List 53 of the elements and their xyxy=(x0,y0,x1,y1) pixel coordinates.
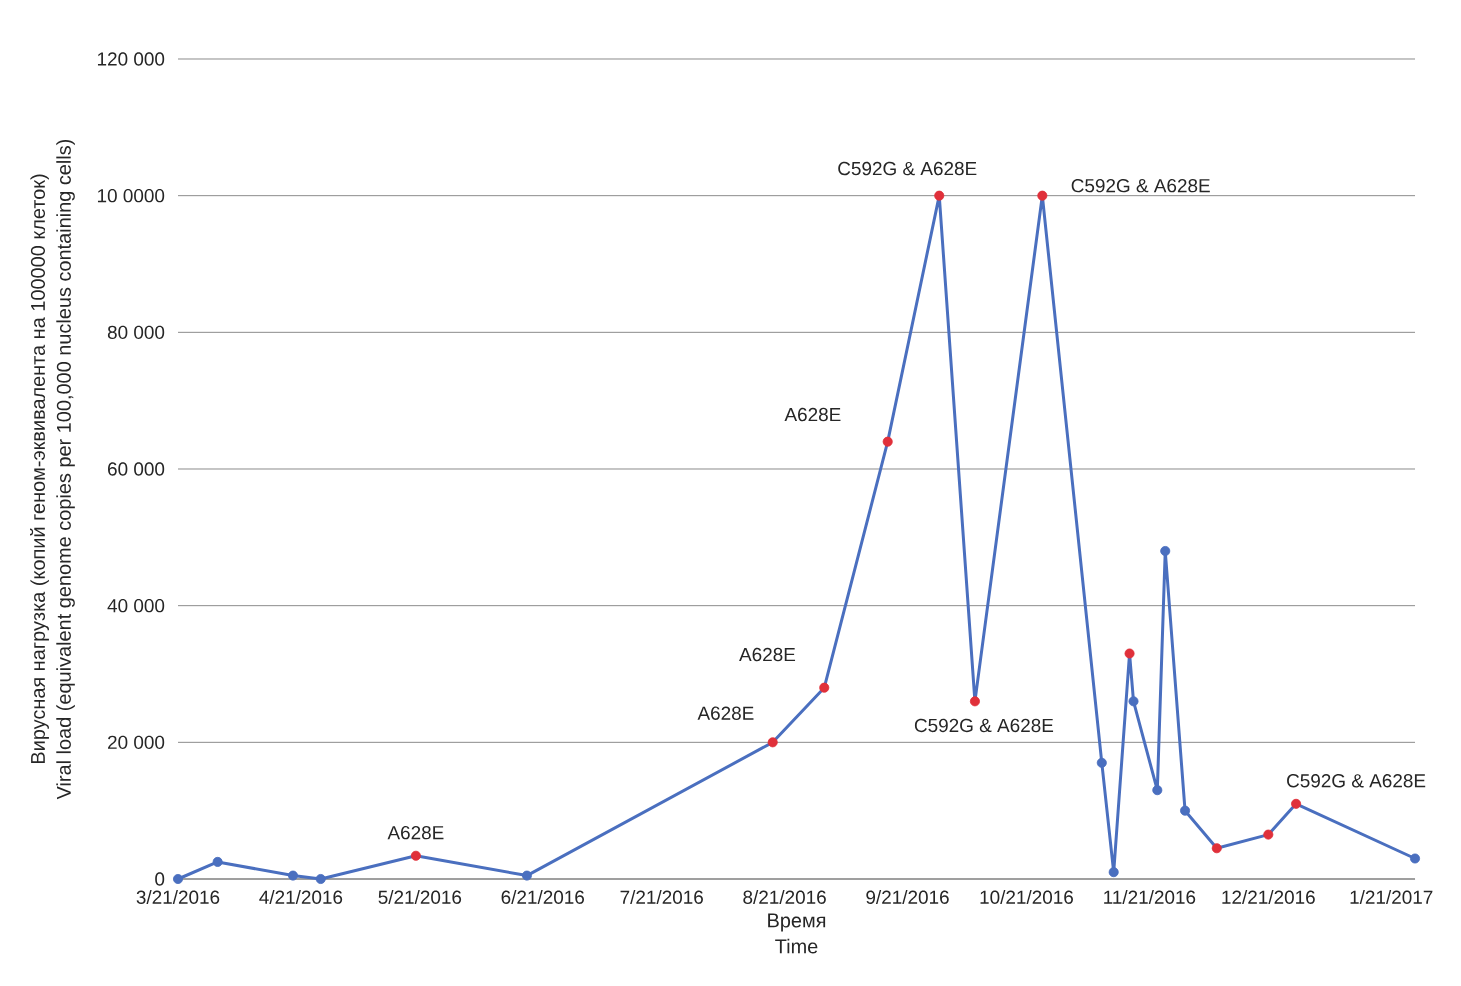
point xyxy=(315,874,326,884)
annotation: A628E xyxy=(739,647,796,662)
y-tick-label: 10 0000 xyxy=(97,188,165,203)
annotation: A628E xyxy=(784,407,841,422)
x-tick-label: 5/21/2016 xyxy=(378,890,462,904)
text: Viral load (equivalent genome copies per 100,000 nucleus containing cells) xyxy=(56,139,75,800)
point xyxy=(212,856,223,867)
point xyxy=(521,870,532,881)
point xyxy=(969,696,980,707)
annotation: C592G & A628E xyxy=(1287,774,1426,788)
x-tick-label: 10/21/2016 xyxy=(980,890,1073,904)
x-tick-label: 7/21/2016 xyxy=(620,890,703,904)
y-tick-label: 20 000 xyxy=(108,735,165,750)
text: Вирусная нагрузка (копий геном-эквивалента на 100000 клеток) xyxy=(30,174,49,764)
x-tick-label: 12/21/2016 xyxy=(1222,890,1315,904)
y-tick-label: 60 000 xyxy=(108,462,165,476)
y-tick-label: 40 000 xyxy=(107,598,165,613)
x-tick-label: 4/21/2016 xyxy=(259,890,343,904)
x-tick-label: 3/21/2016 xyxy=(136,890,220,904)
point xyxy=(1180,805,1191,816)
point xyxy=(1128,696,1139,707)
point xyxy=(1108,867,1119,878)
point xyxy=(1211,843,1222,854)
x-tick-label: 8/21/2016 xyxy=(743,890,826,904)
point xyxy=(934,190,945,201)
x-tick-label: 6/21/2016 xyxy=(501,890,585,904)
y-tick-label: 0 xyxy=(155,872,165,886)
point xyxy=(882,436,893,447)
annotation: C592G & A628E xyxy=(914,718,1054,733)
x-tick-label: 1/21/2017 xyxy=(1350,890,1433,904)
annotation: C592G & A628E xyxy=(838,161,977,176)
point xyxy=(287,870,298,881)
text: Time xyxy=(775,938,818,954)
point xyxy=(1096,757,1107,768)
point xyxy=(1263,829,1274,840)
point xyxy=(1152,785,1163,796)
point xyxy=(173,874,183,884)
annotation: A628E xyxy=(387,825,444,840)
point xyxy=(1291,798,1302,809)
annotation: C592G & A628E xyxy=(1071,178,1210,193)
point xyxy=(410,850,421,861)
x-tick-label: 11/21/2016 xyxy=(1104,890,1196,904)
point xyxy=(819,682,830,693)
annotation: A628E xyxy=(697,706,754,720)
y-tick-label: 120 000 xyxy=(97,52,165,66)
point xyxy=(1160,546,1171,556)
point xyxy=(767,737,778,748)
x-tick-label: 9/21/2016 xyxy=(866,890,949,904)
point xyxy=(1124,648,1135,659)
y-tick-label: 80 000 xyxy=(107,325,165,340)
point xyxy=(1410,853,1421,864)
point xyxy=(1037,190,1048,201)
text: Время xyxy=(768,913,826,932)
